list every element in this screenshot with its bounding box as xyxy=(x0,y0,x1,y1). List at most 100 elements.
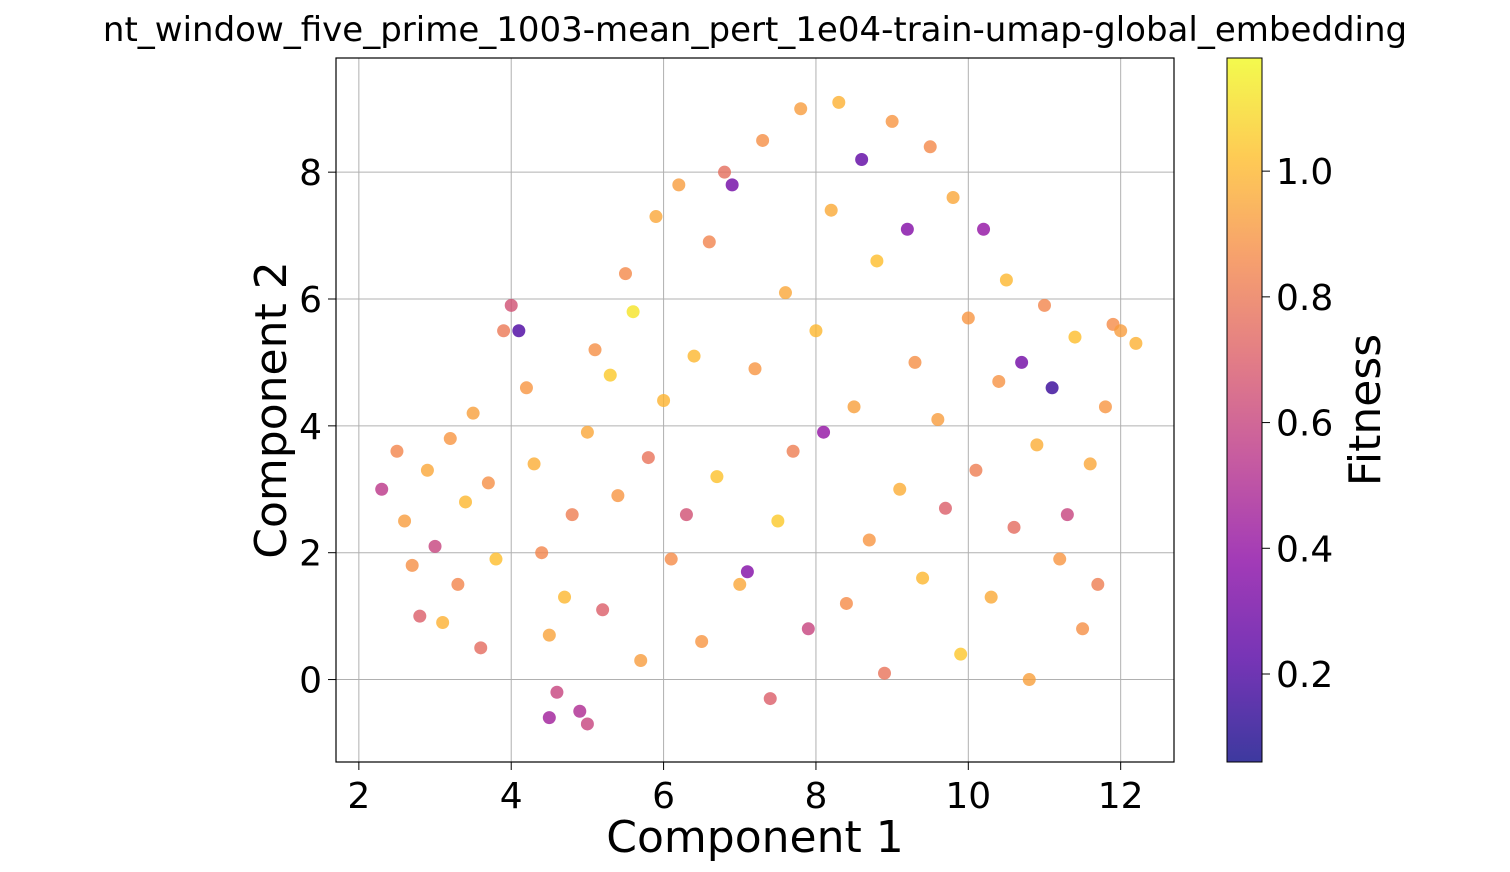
scatter-point xyxy=(413,609,427,623)
scatter-point xyxy=(535,546,549,560)
scatter-point xyxy=(1068,330,1082,344)
scatter-point xyxy=(626,305,640,319)
scatter-point xyxy=(443,432,457,446)
colorbar: 0.2 0.4 0.6 0.8 1.0 Fitness xyxy=(1226,57,1391,763)
y-tick-label: 2 xyxy=(299,534,322,575)
colorbar-tick-label: 0.8 xyxy=(1276,278,1333,319)
scatter-point xyxy=(801,622,815,636)
scatter-point xyxy=(603,368,617,382)
scatter-point xyxy=(786,444,800,458)
y-tick-label: 4 xyxy=(299,407,322,448)
colorbar-tick-label: 0.6 xyxy=(1276,404,1333,445)
grid xyxy=(336,58,1174,762)
x-tick-label: 6 xyxy=(652,776,675,817)
scatter-point xyxy=(1114,324,1128,338)
scatter-point xyxy=(977,222,991,236)
y-axis-label: Component 2 xyxy=(246,261,297,558)
scatter-point xyxy=(596,603,610,617)
colorbar-tick-label: 1.0 xyxy=(1276,152,1333,193)
colorbar-tick-label: 0.2 xyxy=(1276,655,1333,696)
scatter-point xyxy=(733,577,747,591)
scatter-point xyxy=(504,298,518,312)
scatter-point xyxy=(778,286,792,300)
scatter-point xyxy=(999,273,1013,287)
x-tick-label: 12 xyxy=(1098,776,1144,817)
x-tick-label: 10 xyxy=(945,776,991,817)
scatter-point xyxy=(1007,520,1021,534)
y-tick-label: 0 xyxy=(299,661,322,702)
scatter-point xyxy=(771,514,785,528)
scatter-point xyxy=(542,628,556,642)
scatter-point xyxy=(565,508,579,522)
scatter-point xyxy=(946,191,960,205)
scatter-point xyxy=(809,324,823,338)
scatter-point xyxy=(519,381,533,395)
scatter-point xyxy=(794,102,808,116)
scatter-point xyxy=(474,641,488,655)
scatter-point xyxy=(695,634,709,648)
scatter-point xyxy=(756,133,770,147)
scatter-point xyxy=(398,514,412,528)
scatter-point xyxy=(1022,673,1036,687)
scatter-point xyxy=(984,590,998,604)
scatter-point xyxy=(839,596,853,610)
scatter-point xyxy=(1083,457,1097,471)
scatter-point xyxy=(847,400,861,414)
scatter-point xyxy=(763,692,777,706)
scatter-points xyxy=(375,95,1143,731)
plot-frame xyxy=(335,57,1175,763)
scatter-point xyxy=(702,235,716,249)
scatter-point xyxy=(893,482,907,496)
scatter-point xyxy=(710,470,724,484)
scatter-point xyxy=(420,463,434,477)
scatter-point xyxy=(611,489,625,503)
x-tick-label: 4 xyxy=(500,776,523,817)
scatter-point xyxy=(992,374,1006,388)
scatter-point xyxy=(489,552,503,566)
scatter-point xyxy=(687,349,701,363)
scatter-point xyxy=(481,476,495,490)
scatter-point xyxy=(718,165,732,179)
scatter-point xyxy=(908,355,922,369)
colorbar-ticks: 0.2 0.4 0.6 0.8 1.0 xyxy=(1262,152,1333,696)
scatter-point xyxy=(1037,298,1051,312)
scatter-point xyxy=(634,654,648,668)
x-tick-label: 2 xyxy=(347,776,370,817)
scatter-point xyxy=(573,704,587,718)
scatter-point xyxy=(542,711,556,725)
scatter-point xyxy=(832,95,846,109)
scatter-point xyxy=(649,210,663,224)
scatter-point xyxy=(824,203,838,217)
x-axis-ticks: 2 4 6 8 10 12 xyxy=(347,762,1144,817)
scatter-point xyxy=(916,571,930,585)
scatter-point xyxy=(641,451,655,465)
scatter-point xyxy=(1053,552,1067,566)
scatter-point xyxy=(870,254,884,268)
scatter-point xyxy=(679,508,693,522)
scatter-point xyxy=(497,324,511,338)
scatter-point xyxy=(375,482,389,496)
scatter-point xyxy=(580,717,594,731)
scatter-point xyxy=(969,463,983,477)
plot-area: 2 4 6 8 10 12 0 2 4 6 8 xyxy=(299,57,1175,817)
scatter-point xyxy=(390,444,404,458)
x-tick-label: 8 xyxy=(804,776,827,817)
y-tick-label: 6 xyxy=(299,280,322,321)
scatter-point xyxy=(1091,577,1105,591)
scatter-point xyxy=(459,495,473,509)
scatter-point xyxy=(580,425,594,439)
scatter-point xyxy=(451,577,465,591)
scatter-point xyxy=(1098,400,1112,414)
scatter-point xyxy=(1060,508,1074,522)
scatter-point xyxy=(740,565,754,579)
chart-title: nt_window_five_prime_1003-mean_pert_1e04… xyxy=(103,10,1407,50)
scatter-point xyxy=(961,311,975,325)
y-tick-label: 8 xyxy=(299,153,322,194)
colorbar-bar xyxy=(1226,57,1263,763)
scatter-point xyxy=(664,552,678,566)
scatter-point xyxy=(1076,622,1090,636)
scatter-point xyxy=(725,178,739,192)
scatter-point xyxy=(862,533,876,547)
scatter-point xyxy=(817,425,831,439)
